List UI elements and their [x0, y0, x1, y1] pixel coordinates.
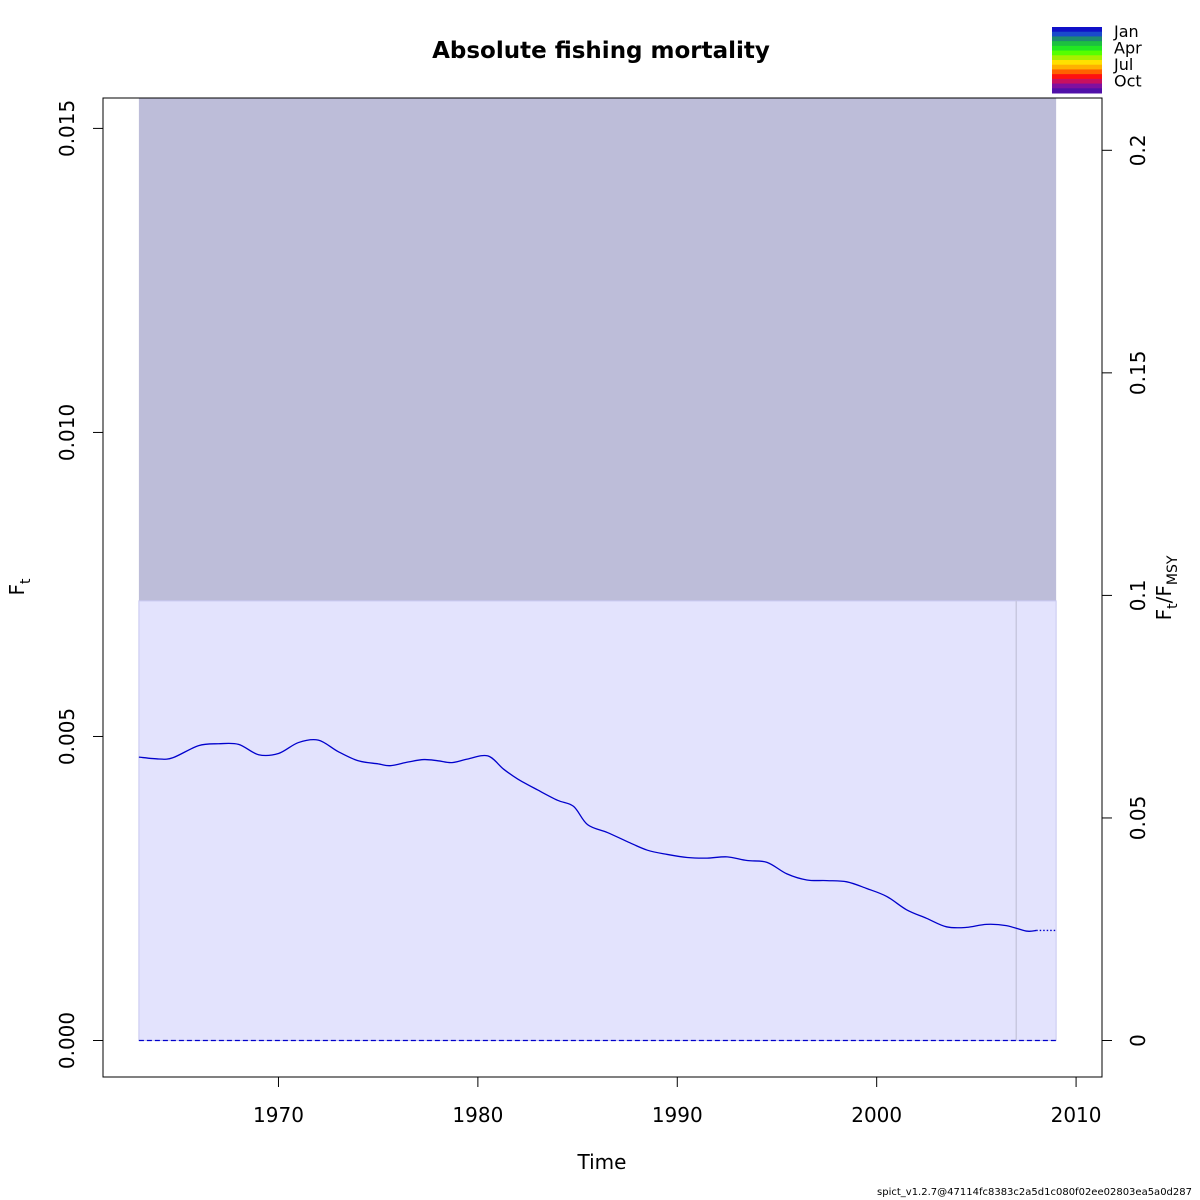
x-axis: 1970 1980 1990 2000 2010: [253, 1076, 1102, 1127]
y2-tick-label: 0.1: [1126, 579, 1150, 611]
legend-color-swatch: [1052, 88, 1102, 94]
legend-color-swatch: [1052, 27, 1102, 33]
series-line-solid: [138, 738, 1037, 932]
band-ci_lower: [138, 600, 1057, 1042]
y2-axis-label-group: Ft/FMSY: [1152, 555, 1181, 620]
series-layer: [138, 738, 1057, 1042]
legend-color-swatch: [1052, 64, 1102, 70]
y-axis-label-main: F: [5, 584, 29, 596]
band-ci_fmsy_upper: [138, 98, 1057, 601]
legend-label: Jan: [1113, 22, 1139, 41]
y2-axis-label-sub2: MSY: [1165, 555, 1181, 585]
y2-tick-label: 0: [1126, 1034, 1150, 1047]
legend-color-swatch: [1052, 36, 1102, 42]
y-axis-label: Ft: [5, 578, 34, 596]
y2-tick-label: 0.15: [1126, 351, 1150, 396]
y-tick-label: 0.010: [55, 404, 79, 461]
legend-color-swatch: [1052, 31, 1102, 37]
y-axis-label-group: Ft: [5, 578, 34, 596]
legend-color-swatch: [1052, 50, 1102, 56]
legend-color-swatch: [1052, 74, 1102, 80]
legend-color-swatch: [1052, 45, 1102, 52]
legend-label: Oct: [1114, 72, 1142, 91]
y2-axis: 0 0.05 0.1 0.15 0.2: [1102, 134, 1150, 1047]
band-layer: [138, 98, 1057, 1042]
legend-color-swatch: [1052, 55, 1102, 61]
y2-axis-label-mid: /F: [1152, 585, 1176, 603]
y2-tick-label: 0.2: [1126, 134, 1150, 166]
legend-color-swatch: [1052, 78, 1102, 85]
legend-label: Apr: [1114, 39, 1142, 58]
x-tick-label: 1980: [452, 1103, 503, 1127]
legend-color-swatch: [1052, 60, 1102, 66]
x-tick-label: 2010: [1051, 1103, 1102, 1127]
footer-version: spict_v1.2.7@47114fc8383c2a5d1c080f02ee0…: [877, 1187, 1192, 1198]
chart-title: Absolute fishing mortality: [432, 38, 770, 64]
y-axis: 0.000 0.005 0.010 0.015: [55, 100, 103, 1069]
y2-axis-label-main: F: [1152, 609, 1176, 621]
y2-axis-label: Ft/FMSY: [1152, 555, 1181, 620]
y2-axis-label-sub1: t: [1165, 603, 1181, 609]
legend-label: Jul: [1113, 55, 1133, 74]
y-axis-label-sub: t: [18, 578, 34, 584]
legend-color-swatch: [1052, 69, 1102, 75]
y-tick-label: 0.015: [55, 100, 79, 157]
y-tick-label: 0.000: [55, 1012, 79, 1069]
x-tick-label: 1970: [253, 1103, 304, 1127]
x-tick-label: 1990: [652, 1103, 703, 1127]
y-tick-label: 0.005: [55, 708, 79, 765]
legend-color-swatch: [1052, 83, 1102, 89]
x-axis-label: Time: [577, 1150, 627, 1174]
y2-tick-label: 0.05: [1126, 796, 1150, 841]
legend-color-swatch: [1052, 41, 1102, 47]
x-tick-label: 2000: [851, 1103, 902, 1127]
